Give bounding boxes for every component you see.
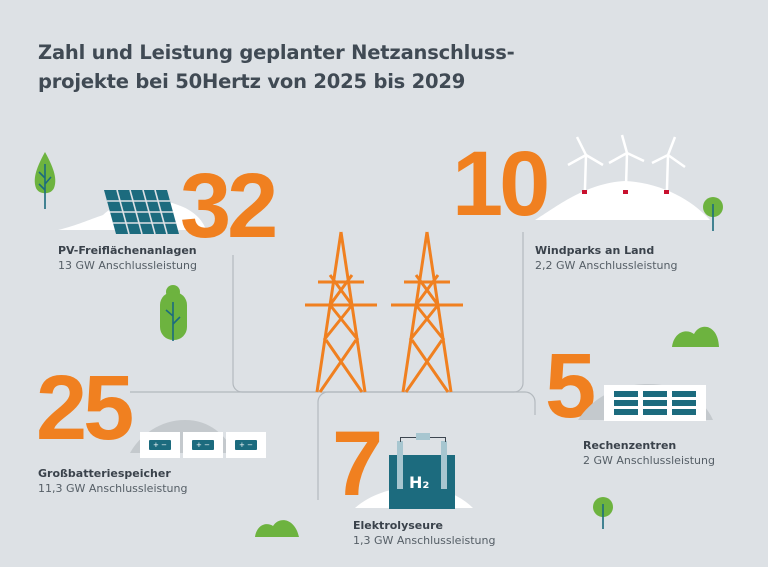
tree-icon — [160, 285, 187, 341]
tree-icon — [593, 497, 613, 529]
electrolyzer-icon: H₂ — [389, 433, 455, 509]
h2-symbol: H₂ — [409, 473, 430, 492]
battery-icon: + − — [226, 432, 266, 458]
electrode — [441, 441, 447, 489]
battery-icon: + − — [140, 432, 180, 458]
electrolyzer-label: Elektrolyseure 1,3 GW Anschlussleistung — [353, 519, 496, 547]
datacenter-label: Rechenzentren 2 GW Anschlussleistung — [583, 439, 715, 467]
battery-count: 25 — [36, 357, 134, 459]
solar-panel-icon — [104, 189, 179, 235]
server-rack-icon — [604, 385, 706, 421]
electrolyzer-count: 7 — [332, 413, 383, 515]
pv-label: PV-Freiflächenanlagen 13 GW Anschlusslei… — [58, 244, 197, 272]
wind-count: 10 — [452, 133, 550, 235]
tree-icon — [703, 197, 723, 231]
page-title: Zahl und Leistung geplanter Netzanschlus… — [38, 41, 515, 93]
battery-label: Großbatteriespeicher 11,3 GW Anschlussle… — [38, 467, 188, 495]
wind-turbine-icon — [567, 134, 686, 221]
wind-label: Windparks an Land 2,2 GW Anschlussleistu… — [535, 244, 678, 272]
bush-icon — [255, 520, 299, 537]
pv-count: 32 — [180, 155, 278, 257]
tree-icon — [34, 152, 56, 209]
battery-icon: + − — [183, 432, 223, 458]
electrode — [397, 441, 403, 489]
resistor — [416, 433, 430, 440]
bush-icon — [672, 326, 719, 347]
battery-row: + − + − + − — [140, 432, 266, 458]
